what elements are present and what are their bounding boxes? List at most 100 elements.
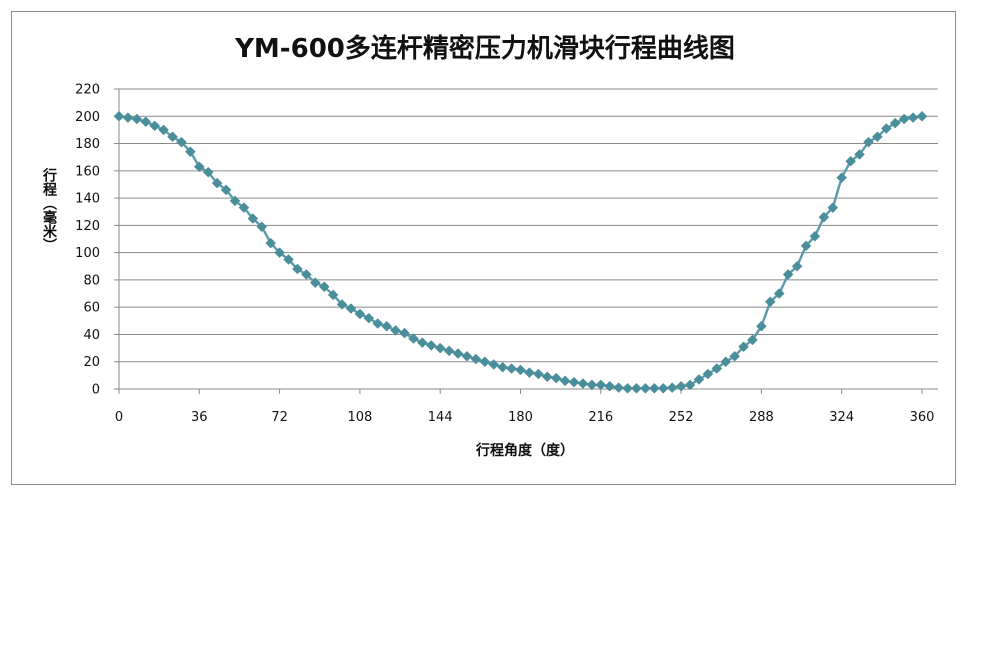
data-point-marker	[354, 308, 366, 320]
data-point-marker	[238, 202, 250, 213]
data-point-marker	[363, 312, 375, 324]
data-point-marker	[470, 353, 482, 365]
data-point-marker	[158, 124, 169, 136]
data-point-marker	[265, 237, 277, 249]
data-point-marker	[604, 380, 616, 392]
data-point-marker	[782, 269, 794, 280]
data-point-marker	[193, 161, 205, 173]
data-point-marker	[399, 327, 410, 339]
data-point-marker	[854, 149, 865, 160]
data-point-marker	[229, 195, 241, 207]
data-point-marker	[916, 110, 928, 122]
data-point-marker	[506, 363, 517, 374]
data-point-marker	[773, 288, 785, 299]
data-point-marker	[729, 350, 740, 362]
data-point-marker	[684, 379, 696, 391]
data-point-marker	[211, 177, 223, 189]
data-point-marker	[889, 117, 901, 129]
x-tick-label: 72	[271, 410, 288, 425]
axes	[114, 88, 938, 394]
data-point-marker	[693, 374, 705, 385]
y-tick-label: 100	[75, 246, 100, 261]
data-point-marker	[559, 375, 571, 387]
data-point-marker	[176, 136, 187, 148]
data-point-marker	[479, 356, 491, 368]
x-tick-label: 216	[588, 410, 613, 425]
data-point-marker	[425, 340, 437, 351]
x-axis-label: 行程角度（度）	[476, 443, 574, 459]
data-point-marker	[167, 131, 178, 143]
data-point-marker	[764, 296, 776, 308]
data-point-marker	[185, 146, 196, 158]
x-tick-label: 36	[191, 410, 208, 425]
data-point-marker	[443, 345, 455, 357]
data-point-marker	[631, 382, 642, 394]
data-point-marker	[283, 254, 294, 265]
data-point-marker	[640, 382, 651, 394]
data-point-marker	[648, 382, 660, 394]
data-point-marker	[550, 372, 562, 384]
data-point-marker	[408, 333, 419, 344]
data-point-marker	[845, 155, 856, 167]
data-point-marker	[131, 113, 143, 125]
data-point-marker	[595, 379, 607, 391]
y-tick-label: 200	[75, 110, 100, 125]
data-point-marker	[247, 213, 259, 224]
data-point-marker	[720, 356, 732, 368]
data-point-marker	[515, 364, 526, 376]
data-point-marker	[613, 382, 624, 393]
y-tick-label: 160	[75, 164, 100, 179]
data-point-marker	[452, 348, 464, 359]
data-point-marker	[256, 221, 268, 233]
data-point-marker	[461, 350, 473, 362]
data-point-marker	[568, 376, 580, 388]
x-tick-label: 252	[669, 410, 694, 425]
data-point-marker	[666, 382, 678, 393]
data-point-marker	[675, 380, 687, 392]
data-point-marker	[702, 368, 714, 380]
y-tick-label: 140	[75, 192, 100, 207]
data-point-marker	[524, 367, 535, 378]
data-point-marker	[541, 371, 553, 383]
data-point-marker	[827, 202, 839, 213]
data-point-marker	[532, 368, 544, 380]
y-tick-label: 80	[83, 273, 100, 288]
data-point-marker	[898, 113, 910, 125]
chart-title: YM-600多连杆精密压力机滑块行程曲线图	[235, 34, 735, 64]
x-tick-label: 144	[428, 410, 453, 425]
data-point-marker	[274, 247, 285, 258]
data-point-marker	[345, 303, 357, 314]
x-tick-label: 360	[910, 410, 935, 425]
y-tick-label: 20	[83, 355, 100, 370]
data-point-marker	[336, 299, 348, 310]
data-point-marker	[149, 120, 161, 132]
y-tick-label: 220	[75, 83, 100, 98]
y-tick-label: 180	[75, 137, 100, 152]
x-tick-label: 180	[508, 410, 533, 425]
data-point-marker	[711, 363, 723, 374]
data-point-marker	[372, 318, 384, 329]
data-point-marker	[880, 123, 892, 134]
y-tick-label: 0	[92, 383, 100, 398]
data-point-marker	[122, 112, 134, 123]
data-point-marker	[381, 320, 393, 332]
data-point-marker	[756, 320, 767, 332]
data-point-marker	[318, 281, 330, 293]
data-point-marker	[497, 361, 509, 373]
data-point-marker	[488, 359, 500, 370]
data-point-marker	[791, 260, 803, 272]
data-point-marker	[622, 382, 633, 394]
x-tick-label: 288	[749, 410, 774, 425]
data-point-marker	[907, 112, 919, 123]
data-point-marker	[113, 110, 125, 122]
x-tick-label: 324	[829, 410, 854, 425]
y-axis-label: 行程（毫米）	[41, 168, 57, 252]
y-tick-label: 40	[83, 328, 100, 343]
data-point-marker	[818, 211, 830, 223]
y-tick-label: 120	[75, 219, 100, 234]
data-point-marker	[872, 131, 883, 143]
data-point-marker	[434, 342, 446, 354]
tick-labels: 0 20 40 60 80 100 120 140 160 180 200 220 0 36 72 108 14…	[75, 83, 934, 426]
series-travel-curve	[113, 110, 928, 394]
